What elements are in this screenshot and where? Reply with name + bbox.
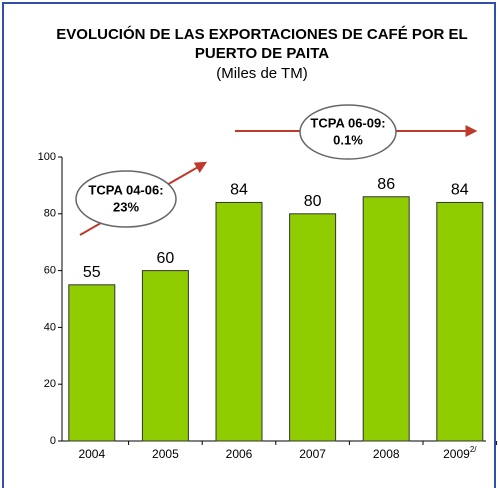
chart-title: EVOLUCIÓN DE LAS EXPORTACIONES DE CAFÉ P… (56, 25, 467, 43)
x-tick-label: 2006 (226, 447, 253, 461)
y-tick-label: 20 (44, 378, 56, 390)
annotation: TCPA 06-09: (310, 115, 385, 130)
bar (68, 284, 116, 442)
annotation-bubble (75, 170, 177, 228)
y-tick-label: 0 (50, 435, 56, 447)
x-tick-label-text: 2005 (152, 447, 179, 461)
x-tick-label-superscript: 2/ (470, 445, 477, 454)
x-tick-label: 2007 (299, 447, 326, 461)
x-tick-label: 2008 (373, 447, 400, 461)
annotation: TCPA 04-06: (88, 182, 163, 197)
annotation-bubble (299, 104, 397, 160)
x-tick-label: 2004 (78, 447, 105, 461)
x-tick-label-text: 2006 (226, 447, 253, 461)
value-label: 60 (157, 250, 175, 267)
y-tick-label: 40 (44, 321, 56, 333)
value-label: 80 (304, 193, 322, 210)
chart-subtitle: (Miles de TM) (216, 65, 307, 82)
value-label: 55 (83, 264, 101, 281)
annotation: 23% (113, 199, 139, 214)
x-tick-label: 2005 (152, 447, 179, 461)
chart-title: PUERTO DE PAITA (195, 45, 329, 62)
x-tick-label-text: 2008 (373, 447, 400, 461)
bar (436, 201, 484, 442)
x-tick-label-text: 2009 (443, 447, 470, 461)
y-tick-label: 60 (44, 265, 56, 277)
x-tick-label-text: 2004 (78, 447, 105, 461)
y-tick-label: 100 (38, 151, 56, 163)
bar (362, 196, 410, 442)
annotation: 0.1% (333, 132, 363, 147)
x-tick-label-text: 2007 (299, 447, 326, 461)
bar (289, 213, 337, 442)
bar (141, 270, 189, 442)
y-tick-label: 80 (44, 208, 56, 220)
value-label: 84 (230, 182, 248, 199)
value-label: 86 (377, 176, 395, 193)
bar (215, 201, 263, 442)
x-tick-label: 20092/ (443, 445, 477, 461)
value-label: 84 (451, 182, 469, 199)
